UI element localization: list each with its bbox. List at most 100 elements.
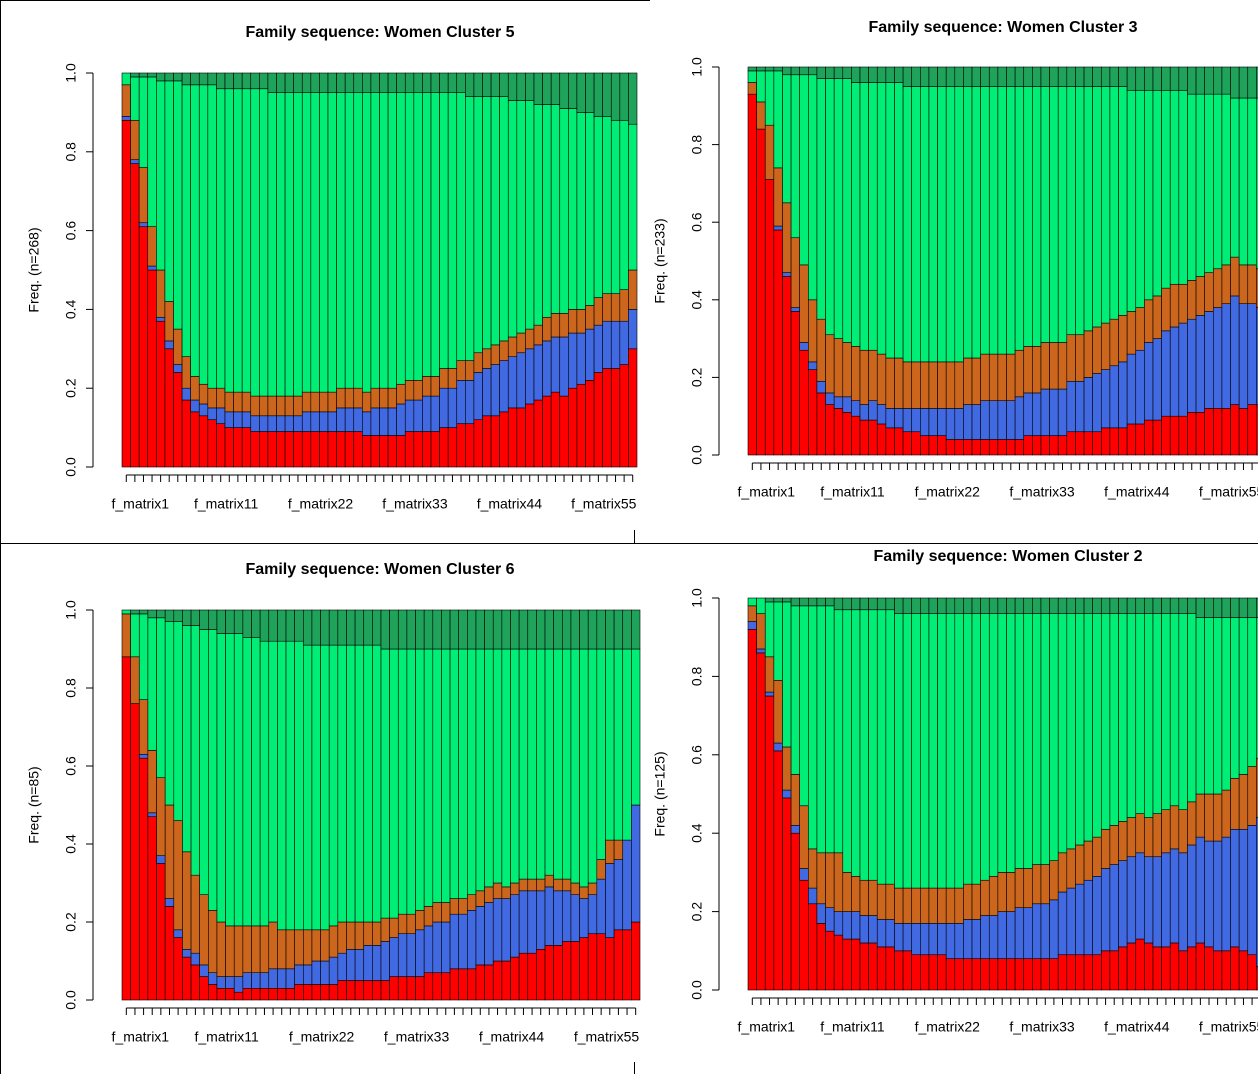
bar-segment [885, 946, 895, 991]
bar-segment [482, 415, 492, 468]
y-axis-label: Freq. (n=85) [26, 766, 42, 843]
bar-segment [1144, 419, 1154, 456]
bar-segment [559, 72, 569, 109]
bar-segment [1023, 868, 1033, 908]
bar-segment [1230, 97, 1240, 258]
bar-segment [1032, 613, 1042, 865]
bar-segment [516, 352, 526, 409]
bar-segment [328, 956, 339, 985]
bar-segment [216, 407, 226, 424]
bar-segment [954, 361, 964, 409]
bar-segment [851, 609, 861, 877]
bar-segment [988, 613, 999, 877]
bar-segment [344, 387, 355, 409]
bar-segment [1049, 388, 1059, 436]
bar-segment [362, 391, 372, 413]
bar-segment [596, 933, 606, 1001]
bar-segment [1100, 322, 1111, 370]
bar-segment [423, 925, 434, 974]
bar-segment [605, 937, 615, 1001]
bar-segment [490, 364, 500, 417]
bar-segment [1144, 342, 1154, 421]
y-tick-label: 0.2 [63, 378, 79, 398]
bar-segment [533, 324, 543, 346]
bar-segment [559, 108, 569, 314]
bar-segment [825, 66, 835, 79]
bar-segment [1161, 89, 1171, 289]
bar-segment [1126, 856, 1137, 944]
bar-segment [1049, 342, 1059, 390]
bar-segment [980, 86, 990, 355]
bar-segment [619, 119, 629, 290]
bar-segment [224, 391, 234, 413]
bar-segment [928, 66, 938, 87]
bar-segment [284, 431, 294, 468]
bar-segment [902, 923, 913, 952]
bar-segment [570, 648, 580, 884]
bar-segment [911, 361, 921, 409]
bar-segment [1204, 793, 1214, 842]
bar-segment [251, 636, 261, 927]
bar-segment [605, 609, 615, 650]
bar-segment [568, 387, 578, 468]
bar-segment [406, 976, 416, 1001]
bar-segment [1075, 613, 1085, 846]
bar-segment [825, 852, 835, 908]
bar-segment [284, 72, 294, 94]
bar-segment [1238, 408, 1249, 456]
bar-segment [764, 70, 775, 126]
bar-segment [1144, 597, 1154, 614]
bar-segment [1014, 868, 1025, 908]
x-tick-label: f_matrix33 [1009, 484, 1075, 500]
bar-segment [1195, 793, 1205, 838]
bar-segment [268, 968, 278, 989]
bar-segment [585, 112, 595, 306]
bar-segment [605, 863, 615, 938]
y-tick-label: 0.6 [63, 221, 79, 241]
bar-segment [808, 74, 818, 301]
bar-segment [380, 980, 390, 1001]
bar-segment [1178, 415, 1188, 456]
bar-segment [250, 415, 260, 432]
bar-segment [370, 72, 380, 94]
bar-segment [432, 921, 442, 974]
bar-segment [1213, 617, 1223, 795]
bar-segment [1178, 66, 1188, 91]
bar-segment [1092, 613, 1102, 838]
bar-segment [1023, 435, 1033, 456]
bar-segment [808, 597, 818, 607]
bar-segment [842, 938, 852, 991]
bar-segment [1169, 848, 1180, 944]
bar-segment [319, 431, 329, 468]
bar-segment [1006, 439, 1016, 456]
bar-segment [1152, 419, 1162, 456]
bar-segment [130, 72, 140, 78]
bar-segment [121, 84, 131, 117]
bar-segment [1118, 597, 1128, 614]
bar-segment [242, 609, 252, 638]
bar-segment [1161, 946, 1171, 991]
bar-segment [233, 925, 244, 977]
bar-segment [1049, 435, 1059, 456]
bar-segment [190, 625, 200, 876]
bar-segment [251, 609, 261, 638]
x-tick-label: f_matrix22 [288, 496, 354, 512]
bar-segment [173, 609, 183, 622]
bar-segment [1066, 431, 1076, 456]
bar-segment [842, 412, 852, 456]
bar-segment [920, 887, 930, 924]
bar-segment [954, 613, 964, 889]
bar-segment [1187, 613, 1197, 803]
bar-segment [276, 395, 286, 417]
bar-segment [1066, 597, 1076, 614]
bar-segment [602, 368, 612, 468]
bar-segment [859, 82, 869, 351]
bar-segment [988, 400, 999, 440]
bar-segment [790, 832, 800, 991]
bar-segment [319, 391, 329, 413]
bar-segment [130, 163, 140, 468]
bar-segment [876, 82, 887, 355]
bar-segment [1256, 617, 1258, 760]
bar-segment [544, 609, 554, 650]
